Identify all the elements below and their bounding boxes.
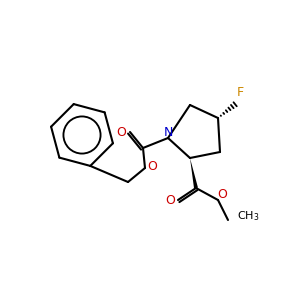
Text: O: O — [147, 160, 157, 173]
Polygon shape — [190, 158, 198, 188]
Text: F: F — [236, 85, 244, 98]
Text: O: O — [165, 194, 175, 206]
Text: CH$_3$: CH$_3$ — [237, 209, 260, 223]
Text: O: O — [116, 125, 126, 139]
Text: O: O — [217, 188, 227, 202]
Text: N: N — [163, 125, 173, 139]
